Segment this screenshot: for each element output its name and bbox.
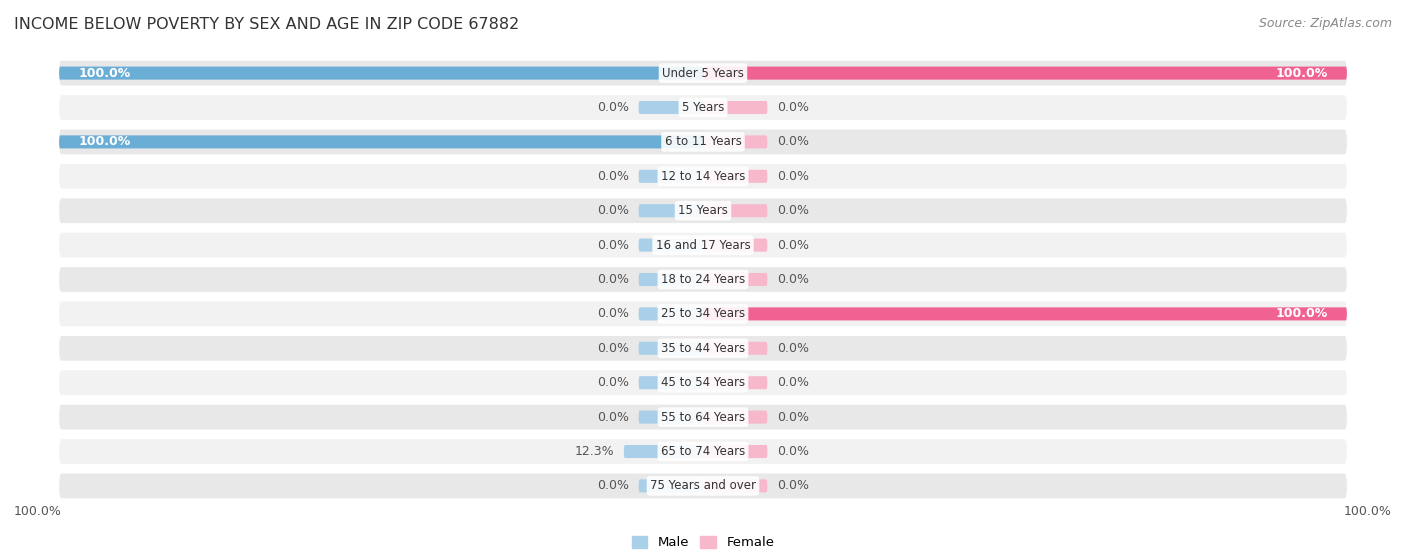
FancyBboxPatch shape	[638, 342, 703, 355]
Text: 100.0%: 100.0%	[79, 135, 131, 148]
FancyBboxPatch shape	[638, 170, 703, 183]
FancyBboxPatch shape	[703, 376, 768, 389]
Text: 45 to 54 Years: 45 to 54 Years	[661, 376, 745, 389]
Text: 16 and 17 Years: 16 and 17 Years	[655, 239, 751, 252]
Text: 55 to 64 Years: 55 to 64 Years	[661, 411, 745, 424]
Text: 5 Years: 5 Years	[682, 101, 724, 114]
Text: 0.0%: 0.0%	[598, 342, 628, 355]
FancyBboxPatch shape	[59, 301, 1347, 326]
FancyBboxPatch shape	[703, 342, 768, 355]
FancyBboxPatch shape	[59, 473, 1347, 498]
FancyBboxPatch shape	[703, 101, 768, 114]
Text: 0.0%: 0.0%	[598, 376, 628, 389]
FancyBboxPatch shape	[703, 67, 1347, 79]
FancyBboxPatch shape	[638, 101, 703, 114]
Text: 0.0%: 0.0%	[778, 170, 808, 183]
Text: 35 to 44 Years: 35 to 44 Years	[661, 342, 745, 355]
FancyBboxPatch shape	[59, 164, 1347, 189]
FancyBboxPatch shape	[703, 239, 768, 252]
FancyBboxPatch shape	[59, 61, 1347, 86]
Text: 0.0%: 0.0%	[778, 445, 808, 458]
Text: 6 to 11 Years: 6 to 11 Years	[665, 135, 741, 148]
FancyBboxPatch shape	[59, 67, 703, 79]
Text: 0.0%: 0.0%	[778, 342, 808, 355]
FancyBboxPatch shape	[703, 204, 768, 217]
Text: 0.0%: 0.0%	[598, 239, 628, 252]
FancyBboxPatch shape	[59, 370, 1347, 395]
Text: 0.0%: 0.0%	[778, 204, 808, 217]
FancyBboxPatch shape	[59, 130, 1347, 154]
FancyBboxPatch shape	[638, 410, 703, 424]
Text: 0.0%: 0.0%	[778, 376, 808, 389]
Text: INCOME BELOW POVERTY BY SEX AND AGE IN ZIP CODE 67882: INCOME BELOW POVERTY BY SEX AND AGE IN Z…	[14, 17, 519, 32]
Text: 0.0%: 0.0%	[598, 307, 628, 320]
Text: 75 Years and over: 75 Years and over	[650, 480, 756, 492]
FancyBboxPatch shape	[703, 410, 768, 424]
FancyBboxPatch shape	[703, 135, 768, 149]
Text: 0.0%: 0.0%	[778, 480, 808, 492]
FancyBboxPatch shape	[638, 239, 703, 252]
FancyBboxPatch shape	[59, 198, 1347, 223]
FancyBboxPatch shape	[638, 307, 703, 320]
FancyBboxPatch shape	[638, 480, 703, 492]
FancyBboxPatch shape	[703, 273, 768, 286]
FancyBboxPatch shape	[624, 445, 703, 458]
FancyBboxPatch shape	[638, 273, 703, 286]
FancyBboxPatch shape	[703, 445, 768, 458]
Text: 15 Years: 15 Years	[678, 204, 728, 217]
Text: 0.0%: 0.0%	[598, 480, 628, 492]
Text: 100.0%: 100.0%	[79, 67, 131, 79]
Text: 25 to 34 Years: 25 to 34 Years	[661, 307, 745, 320]
Text: 0.0%: 0.0%	[598, 204, 628, 217]
FancyBboxPatch shape	[59, 336, 1347, 361]
Text: Under 5 Years: Under 5 Years	[662, 67, 744, 79]
Text: 100.0%: 100.0%	[1344, 505, 1392, 518]
FancyBboxPatch shape	[59, 439, 1347, 464]
FancyBboxPatch shape	[59, 135, 703, 149]
Text: 0.0%: 0.0%	[598, 411, 628, 424]
FancyBboxPatch shape	[59, 405, 1347, 429]
Text: Source: ZipAtlas.com: Source: ZipAtlas.com	[1258, 17, 1392, 30]
FancyBboxPatch shape	[59, 95, 1347, 120]
Text: 0.0%: 0.0%	[598, 101, 628, 114]
Text: 12 to 14 Years: 12 to 14 Years	[661, 170, 745, 183]
FancyBboxPatch shape	[59, 233, 1347, 258]
FancyBboxPatch shape	[638, 204, 703, 217]
Text: 65 to 74 Years: 65 to 74 Years	[661, 445, 745, 458]
Text: 0.0%: 0.0%	[778, 239, 808, 252]
FancyBboxPatch shape	[703, 307, 1347, 320]
Text: 0.0%: 0.0%	[598, 273, 628, 286]
FancyBboxPatch shape	[703, 480, 768, 492]
FancyBboxPatch shape	[703, 170, 768, 183]
Legend: Male, Female: Male, Female	[626, 530, 780, 555]
Text: 0.0%: 0.0%	[778, 135, 808, 148]
Text: 0.0%: 0.0%	[778, 101, 808, 114]
FancyBboxPatch shape	[59, 267, 1347, 292]
Text: 0.0%: 0.0%	[598, 170, 628, 183]
Text: 100.0%: 100.0%	[1275, 307, 1327, 320]
Text: 100.0%: 100.0%	[14, 505, 62, 518]
Text: 100.0%: 100.0%	[1275, 67, 1327, 79]
Text: 0.0%: 0.0%	[778, 411, 808, 424]
Text: 18 to 24 Years: 18 to 24 Years	[661, 273, 745, 286]
Text: 12.3%: 12.3%	[575, 445, 614, 458]
FancyBboxPatch shape	[638, 376, 703, 389]
Text: 0.0%: 0.0%	[778, 273, 808, 286]
